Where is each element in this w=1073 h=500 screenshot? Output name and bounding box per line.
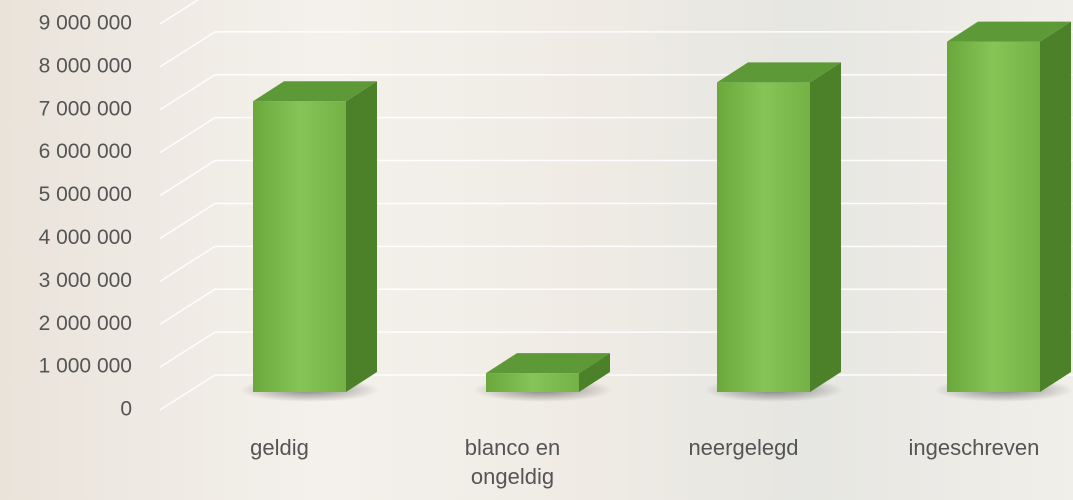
y-tick-label: 8 000 000 [39,54,132,77]
y-tick-label: 9 000 000 [39,12,132,35]
bar-top [947,21,1071,42]
bar [253,101,346,393]
y-tick-label: 3 000 000 [39,269,132,292]
bar-side [579,353,610,392]
grid-line [159,0,200,25]
bar-top [717,62,841,83]
y-tick-label: 4 000 000 [39,226,132,249]
bar [947,41,1040,392]
x-tick-label: blanco en ongeldig [464,435,561,489]
y-tick-label: 1 000 000 [39,355,132,378]
x-tick-label: geldig [250,435,309,460]
bar-side [1040,21,1071,392]
y-tick-label: 7 000 000 [39,97,132,120]
bar-top [486,353,610,374]
y-tick-label: 6 000 000 [39,140,132,163]
x-tick-label: ingeschreven [908,435,1040,460]
bar [717,82,810,392]
y-tick-label: 2 000 000 [39,312,132,335]
bar [486,373,579,392]
y-tick-label: 5 000 000 [39,183,132,206]
bar-side [346,81,377,393]
grid-line [159,31,1073,68]
bar-side [810,62,841,392]
y-tick-label: 0 [120,398,132,421]
bar-top [253,81,377,102]
x-tick-label: neergelegd [688,435,799,460]
